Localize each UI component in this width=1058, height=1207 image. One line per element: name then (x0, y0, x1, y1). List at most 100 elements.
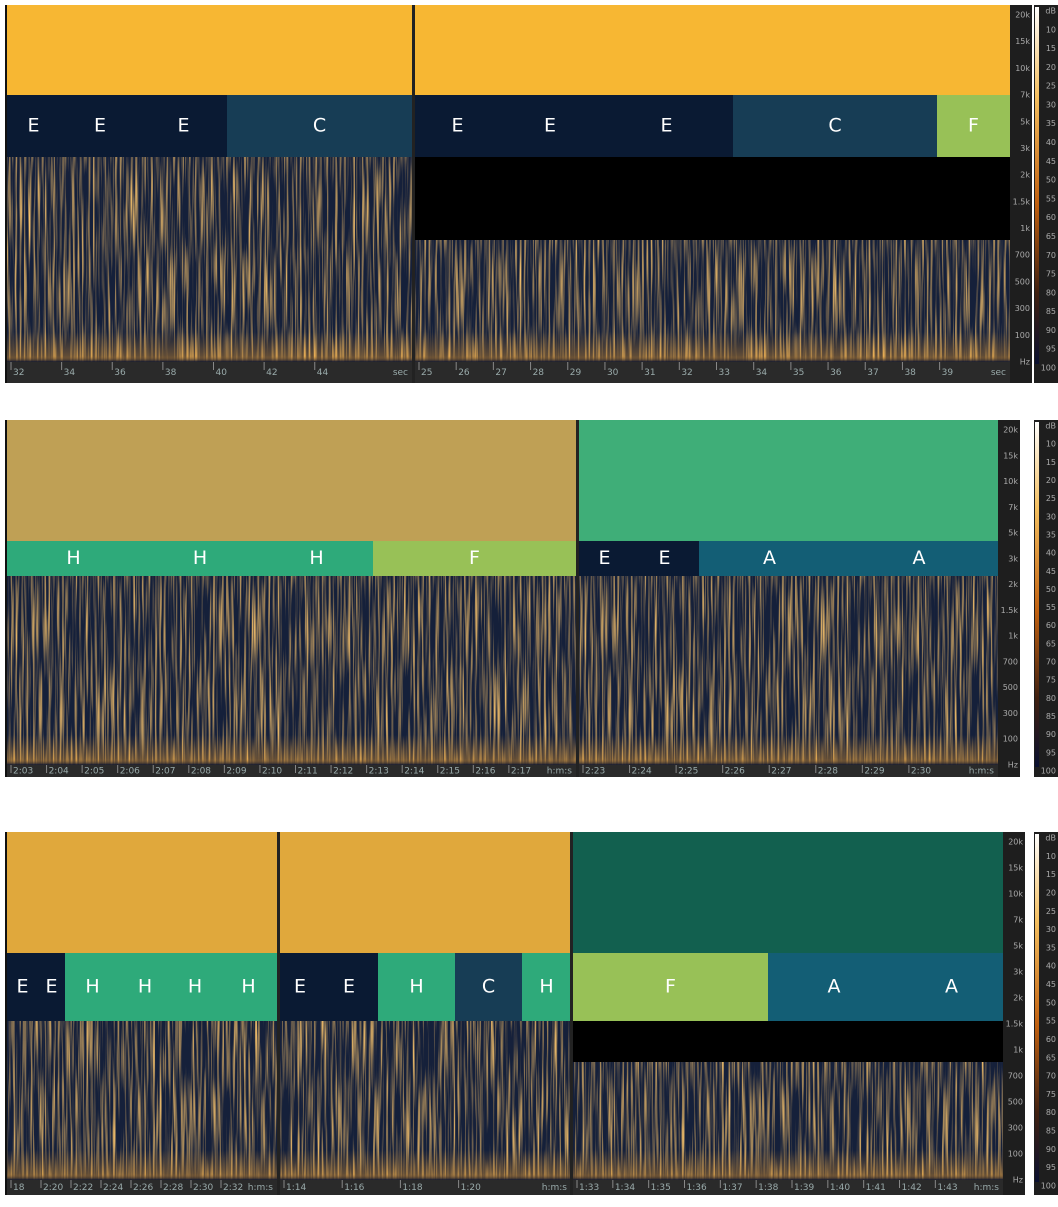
segment-label: E (45, 976, 57, 998)
segment (733, 95, 937, 157)
time-label: h:m:s (547, 767, 573, 777)
frequency-label: 1.5k (1013, 197, 1031, 206)
time-label: 2:13 (369, 767, 389, 777)
panel-header (280, 832, 571, 953)
time-label: 37 (867, 368, 878, 378)
segment (120, 953, 170, 1021)
db-label: 80 (1046, 694, 1056, 703)
time-label: 1:39 (794, 1183, 814, 1193)
db-label: 85 (1046, 712, 1056, 721)
segment (140, 541, 260, 576)
time-label: 25 (421, 368, 432, 378)
frequency-label: 15k (1003, 451, 1018, 460)
frequency-label: 1.5k (1006, 1020, 1024, 1029)
segment (260, 541, 373, 576)
time-label: 2:03 (13, 767, 33, 777)
frequency-axis (998, 420, 1020, 777)
time-label: 32 (681, 368, 692, 378)
segment (65, 953, 120, 1021)
db-label: 55 (1046, 1017, 1056, 1026)
time-label: 2:22 (73, 1183, 93, 1193)
db-label: 25 (1046, 907, 1056, 916)
segment-label: E (343, 976, 355, 998)
db-label: 95 (1046, 345, 1056, 354)
frequency-label: 5k (1020, 117, 1030, 126)
frequency-label: 20k (1008, 838, 1023, 847)
frequency-axis (1003, 832, 1025, 1195)
segment-label: H (309, 547, 323, 569)
segment-label: A (945, 976, 958, 998)
time-label: 2:16 (475, 767, 495, 777)
db-label: 50 (1046, 998, 1056, 1007)
db-label: 90 (1046, 730, 1056, 739)
db-label: 70 (1046, 1072, 1056, 1081)
time-label: 1:38 (758, 1183, 778, 1193)
db-label: dB (1045, 422, 1056, 431)
segment-label: E (94, 115, 106, 137)
frequency-label: 1k (1020, 224, 1030, 233)
time-label: 26 (458, 368, 470, 378)
db-label: 10 (1046, 25, 1056, 34)
db-label: 50 (1046, 585, 1056, 594)
time-label: 2:11 (298, 767, 318, 777)
time-label: 38 (904, 368, 916, 378)
time-label: 1:20 (461, 1183, 481, 1193)
time-label: 31 (644, 368, 655, 378)
time-label: 2:15 (440, 767, 460, 777)
segment-label: F (968, 115, 979, 137)
spectrogram (579, 576, 998, 765)
frequency-label: 1k (1008, 632, 1018, 641)
frequency-label: 300 (1015, 304, 1030, 313)
spectrogram-floor (573, 1150, 1003, 1180)
time-label: 1:43 (937, 1183, 957, 1193)
db-label: 90 (1046, 1145, 1056, 1154)
frequency-label: 100 (1015, 331, 1030, 340)
frequency-label: 10k (1015, 64, 1030, 73)
time-label: 2:17 (511, 767, 531, 777)
frequency-label: 20k (1015, 11, 1030, 20)
segment (579, 541, 630, 576)
db-label: 75 (1046, 1090, 1056, 1099)
db-label: 35 (1046, 530, 1056, 539)
db-label: 15 (1046, 44, 1056, 53)
segment (280, 953, 320, 1021)
segment-label: A (763, 547, 776, 569)
time-label: 2:10 (262, 767, 282, 777)
frequency-label: 700 (1008, 1072, 1023, 1081)
segment-label: E (544, 115, 556, 137)
db-colorbar (1035, 422, 1039, 767)
segment (415, 95, 500, 157)
db-label: 20 (1046, 63, 1056, 72)
segment-label: E (658, 547, 670, 569)
db-label: 55 (1046, 603, 1056, 612)
segment (699, 541, 840, 576)
segment-label: E (177, 115, 189, 137)
db-label: 20 (1046, 888, 1056, 897)
db-label: 100 (1041, 364, 1056, 373)
time-label: 42 (266, 368, 277, 378)
time-label: 2:12 (333, 767, 353, 777)
segment (768, 953, 900, 1021)
segment-label: H (85, 976, 99, 998)
db-label: 30 (1046, 925, 1056, 934)
time-label: 2:32 (223, 1183, 243, 1193)
time-label: 44 (317, 368, 329, 378)
frequency-label: 2k (1013, 994, 1023, 1003)
spectrogram-floor (7, 332, 412, 362)
frequency-label: 1k (1013, 1046, 1023, 1055)
db-label: 95 (1046, 1163, 1056, 1172)
frequency-label: Hz (1020, 358, 1030, 367)
time-label: 33 (719, 368, 730, 378)
db-label: 65 (1046, 232, 1056, 241)
db-label: 55 (1046, 194, 1056, 203)
frequency-label: 15k (1015, 37, 1030, 46)
panel-header (415, 5, 1010, 95)
time-label: h:m:s (542, 1183, 568, 1193)
segment-label: E (294, 976, 306, 998)
time-label: 1:33 (579, 1183, 599, 1193)
time-label: 2:25 (678, 767, 698, 777)
time-label: 1:16 (344, 1183, 364, 1193)
time-label: 2:24 (103, 1183, 123, 1193)
segment (840, 541, 998, 576)
time-axis (7, 1180, 277, 1195)
